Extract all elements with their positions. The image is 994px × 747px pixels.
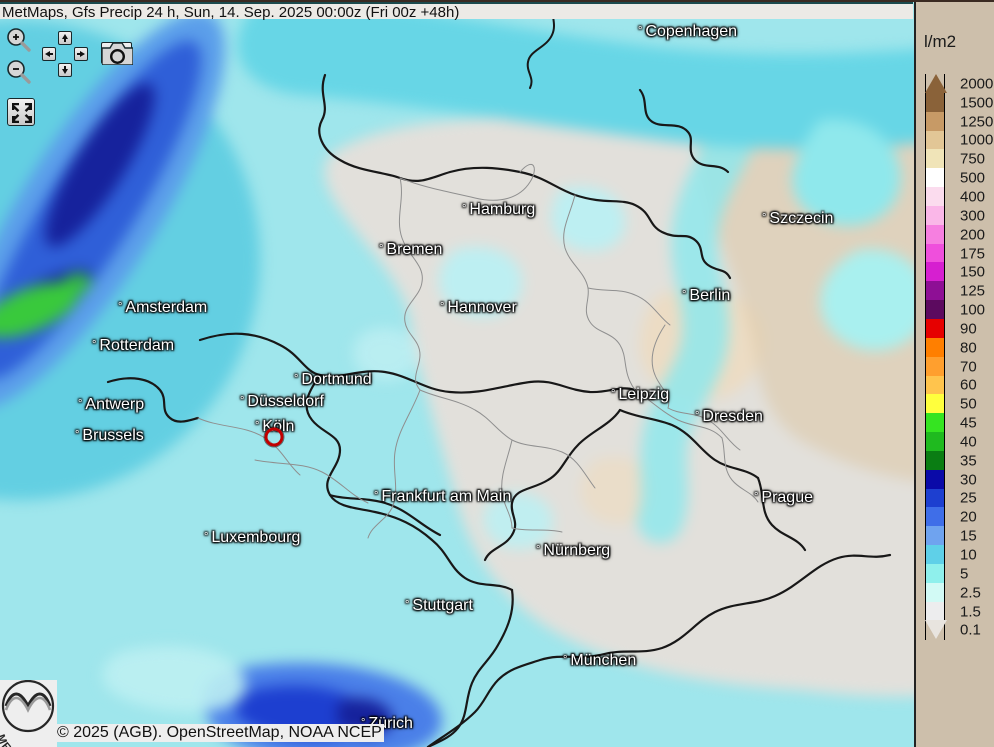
svg-text:METMAPS: METMAPS: [0, 733, 51, 747]
